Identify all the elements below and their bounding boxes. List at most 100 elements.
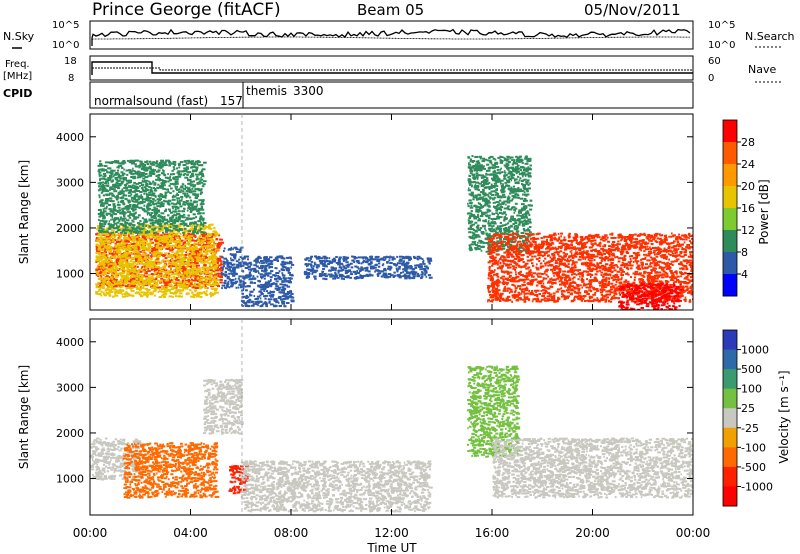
range-gate-cell <box>162 280 166 283</box>
range-gate-cell <box>260 262 264 265</box>
range-gate-cell <box>223 247 226 250</box>
range-gate-cell <box>286 268 291 271</box>
range-gate-cell <box>145 193 150 196</box>
range-gate-cell <box>133 170 136 173</box>
range-gate-cell <box>103 207 107 210</box>
range-gate-cell <box>131 252 133 255</box>
range-gate-cell <box>202 285 205 288</box>
range-gate-cell <box>398 267 401 270</box>
range-gate-cell <box>197 161 201 164</box>
range-gate-cell <box>155 165 159 168</box>
range-gate-cell <box>126 205 130 207</box>
range-gate-cell <box>171 286 175 289</box>
range-gate-cell <box>192 185 196 188</box>
range-gate-cell <box>157 169 161 172</box>
range-gate-cell <box>161 229 164 231</box>
range-gate-cell <box>110 161 114 164</box>
range-gate-cell <box>113 218 116 221</box>
range-gate-cell <box>114 184 119 187</box>
range-gate-cell <box>171 235 174 238</box>
range-gate-cell <box>114 186 118 188</box>
range-gate-cell <box>416 272 420 275</box>
range-gate-cell <box>131 268 134 271</box>
range-gate-cell <box>132 228 136 231</box>
range-gate-cell <box>221 256 224 259</box>
range-gate-cell <box>189 211 193 213</box>
range-gate-cell <box>174 185 178 188</box>
range-gate-cell <box>178 199 183 202</box>
range-gate-cell <box>203 235 206 238</box>
range-gate-cell <box>226 282 229 285</box>
range-gate-cell <box>115 226 119 229</box>
range-gate-cell <box>273 274 277 277</box>
range-gate-cell <box>184 170 188 172</box>
range-gate-cell <box>399 258 403 261</box>
range-gate-cell <box>137 170 140 173</box>
range-gate-cell <box>118 291 122 294</box>
range-gate-cell <box>152 286 157 289</box>
range-gate-cell <box>96 239 99 242</box>
range-gate-cell <box>172 195 175 198</box>
range-gate-cell <box>158 240 161 243</box>
range-gate-cell <box>279 298 284 301</box>
range-gate-cell <box>112 280 116 283</box>
range-gate-cell <box>125 262 128 264</box>
range-gate-cell <box>142 244 145 247</box>
range-gate-cell <box>112 287 115 290</box>
range-gate-cell <box>161 163 164 166</box>
range-gate-cell <box>198 279 202 282</box>
range-gate-cell <box>110 225 113 228</box>
range-gate-cell <box>150 273 153 275</box>
range-gate-cell <box>164 191 168 194</box>
range-gate-cell <box>169 218 173 221</box>
range-gate-cell <box>259 260 264 262</box>
range-gate-cell <box>158 162 163 164</box>
range-gate-cell <box>132 249 137 252</box>
range-gate-cell <box>286 291 289 294</box>
range-gate-cell <box>107 257 110 260</box>
range-gate-cell <box>190 285 194 288</box>
range-gate-cell <box>102 194 105 197</box>
range-gate-cell <box>151 193 155 196</box>
range-gate-cell <box>178 163 180 166</box>
range-gate-cell <box>147 180 150 183</box>
range-gate-cell <box>138 165 142 167</box>
range-gate-cell <box>103 182 108 185</box>
range-gate-cell <box>143 192 146 195</box>
range-gate-cell <box>116 251 119 254</box>
noise-left-label: N.Sky <box>3 30 35 43</box>
range-gate-cell <box>145 256 149 259</box>
range-gate-cell <box>99 211 103 214</box>
range-gate-cell <box>168 164 171 167</box>
range-gate-cell <box>383 272 387 275</box>
range-gate-cell <box>218 273 220 276</box>
range-gate-cell <box>100 188 104 191</box>
range-gate-cell <box>98 171 102 174</box>
range-gate-cell <box>106 292 110 295</box>
range-gate-cell <box>199 218 202 221</box>
range-gate-cell <box>262 303 265 306</box>
range-gate-cell <box>130 159 134 162</box>
range-gate-cell <box>204 277 208 280</box>
range-gate-cell <box>131 235 134 238</box>
range-gate-cell <box>215 259 218 262</box>
range-gate-cell <box>112 229 115 232</box>
range-gate-cell <box>119 278 123 281</box>
range-gate-cell <box>172 254 176 257</box>
range-gate-cell <box>219 238 221 241</box>
range-gate-cell <box>201 267 205 270</box>
range-gate-cell <box>185 242 190 245</box>
range-gate-cell <box>147 226 152 229</box>
range-gate-cell <box>125 229 130 232</box>
range-gate-cell <box>142 293 146 296</box>
range-gate-cell <box>102 208 105 211</box>
range-gate-cell <box>187 203 189 206</box>
range-gate-cell <box>156 258 158 261</box>
range-gate-cell <box>165 188 169 191</box>
range-gate-cell <box>110 290 114 293</box>
range-gate-cell <box>134 163 137 166</box>
range-gate-cell <box>103 254 105 257</box>
range-gate-cell <box>185 293 188 296</box>
range-gate-cell <box>136 226 140 229</box>
range-gate-cell <box>116 248 120 251</box>
